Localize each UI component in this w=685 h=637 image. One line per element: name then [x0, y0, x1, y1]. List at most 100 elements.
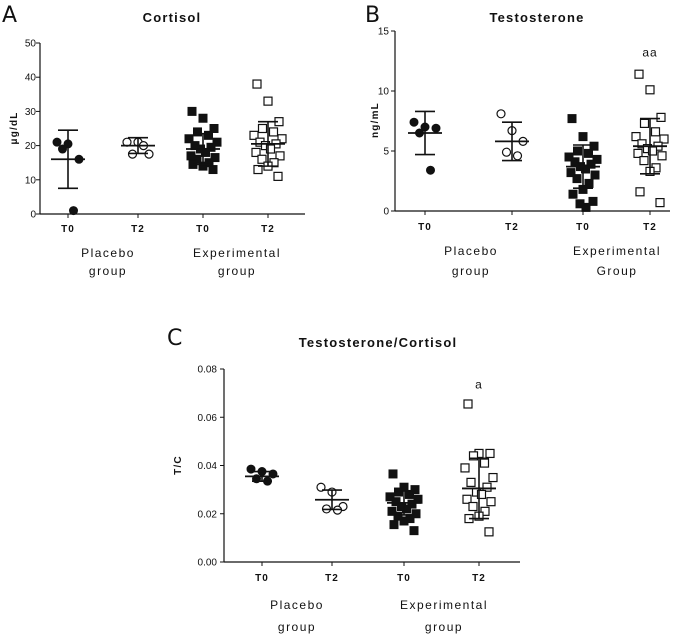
- data-point: [584, 148, 593, 158]
- data-point: [501, 147, 512, 157]
- data-point: [659, 134, 669, 144]
- data-point: [633, 148, 643, 158]
- data-point: [468, 451, 479, 461]
- group-label: group: [425, 620, 463, 634]
- data-point: [650, 127, 661, 137]
- data-point: [639, 118, 650, 129]
- panel-a-y-axis-label: μg/dL: [9, 111, 20, 144]
- panel-a-letter: A: [2, 3, 17, 28]
- group-label: group: [278, 620, 316, 634]
- data-point: [573, 146, 582, 156]
- x-tick-label: T0: [255, 573, 269, 584]
- data-point: [590, 170, 600, 180]
- data-point: [634, 69, 644, 79]
- data-point: [566, 168, 576, 178]
- y-tick-label: 15: [378, 27, 390, 38]
- data-point: [275, 151, 285, 161]
- data-point: [639, 156, 649, 166]
- data-point: [486, 497, 496, 507]
- data-point: [58, 144, 67, 154]
- x-tick-label: T0: [576, 222, 590, 233]
- data-point: [460, 463, 470, 473]
- y-tick-label: 0.00: [198, 558, 218, 569]
- data-point: [564, 152, 574, 162]
- data-point: [645, 85, 655, 95]
- data-point: [409, 526, 419, 536]
- group-label: Experimental: [573, 244, 661, 258]
- data-point: [480, 506, 490, 516]
- data-point: [586, 159, 596, 169]
- y-tick-label: 0.04: [198, 461, 218, 472]
- data-point: [277, 134, 287, 144]
- group-label: Placebo: [81, 246, 135, 260]
- panel-c-ratio-chart: C Testosterone/Cortisol T/C 0.00 0.02 0.04…: [167, 326, 520, 634]
- panel-b-title: Testosterone: [489, 10, 584, 25]
- data-point: [496, 109, 506, 119]
- y-tick-label: 0: [383, 207, 389, 218]
- panel-a-title: Cortisol: [143, 10, 202, 25]
- data-point: [578, 132, 588, 142]
- panel-b-testosterone-chart: B Testosterone ng/mL 0 5 10 15 T0 T2 T0 T2 Place…: [365, 3, 670, 278]
- data-point: [462, 494, 472, 504]
- group-label: group: [89, 264, 127, 278]
- data-point: [257, 123, 268, 134]
- x-tick-label: T0: [61, 224, 75, 235]
- data-point: [411, 509, 421, 519]
- data-point: [655, 198, 665, 208]
- data-point: [198, 113, 208, 123]
- data-point: [187, 106, 197, 116]
- y-tick-label: 0.06: [198, 413, 218, 424]
- panel-c-letter: C: [167, 326, 182, 351]
- data-point: [249, 130, 259, 140]
- data-point: [402, 504, 411, 514]
- panel-b-y-axis-label: ng/mL: [370, 102, 381, 138]
- data-point: [656, 112, 666, 123]
- data-point: [391, 497, 401, 507]
- significance-annotation: aa: [642, 46, 657, 60]
- group-label: Experimental: [193, 246, 281, 260]
- data-point: [581, 202, 591, 212]
- panel-c-y-axis-label: T/C: [173, 455, 184, 475]
- data-point: [252, 79, 262, 89]
- data-point: [263, 96, 273, 106]
- y-tick-label: 30: [25, 107, 37, 118]
- y-tick-label: 10: [25, 175, 37, 186]
- data-point: [592, 154, 602, 164]
- data-point: [52, 137, 62, 147]
- data-point: [567, 114, 577, 124]
- data-point: [210, 153, 220, 163]
- group-label: group: [452, 264, 490, 278]
- data-point: [204, 130, 213, 140]
- group-label: Placebo: [270, 598, 324, 612]
- x-tick-label: T0: [418, 222, 432, 233]
- data-point: [316, 482, 326, 492]
- y-tick-label: 0.08: [198, 365, 218, 376]
- data-point: [581, 164, 590, 174]
- data-point: [394, 487, 403, 497]
- data-point: [389, 520, 399, 530]
- x-tick-label: T2: [131, 224, 145, 235]
- data-point: [385, 492, 395, 502]
- data-point: [479, 458, 490, 468]
- data-point: [388, 469, 398, 479]
- data-point: [431, 123, 441, 133]
- y-tick-label: 0: [30, 210, 36, 221]
- x-tick-label: T2: [472, 573, 486, 584]
- significance-annotation: a: [475, 378, 483, 392]
- data-point: [482, 482, 492, 492]
- y-tick-label: 0.02: [198, 509, 218, 520]
- group-label: Group: [597, 264, 638, 278]
- data-point: [637, 139, 647, 149]
- data-point: [631, 132, 641, 142]
- data-point: [407, 499, 417, 509]
- panel-c-title: Testosterone/Cortisol: [299, 335, 458, 350]
- y-tick-label: 20: [25, 141, 37, 152]
- data-point: [387, 506, 397, 516]
- data-point: [265, 144, 276, 154]
- panel-a-cortisol-chart: A Cortisol μg/dL 0 10 20 30 40 50 T0 T2 T0 T2 Plac…: [2, 3, 305, 278]
- data-point: [405, 489, 414, 499]
- data-point: [409, 117, 419, 127]
- x-tick-label: T2: [643, 222, 657, 233]
- data-point: [657, 151, 667, 161]
- y-tick-label: 50: [25, 39, 37, 50]
